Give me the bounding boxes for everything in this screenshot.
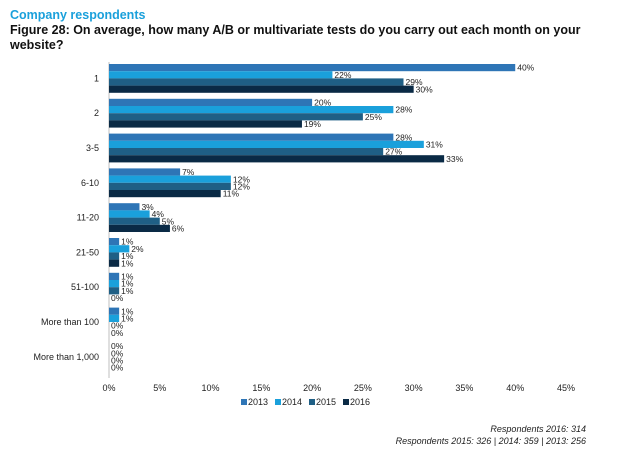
x-tick-label: 40% xyxy=(506,383,524,393)
data-label: 27% xyxy=(385,147,402,157)
data-label: 31% xyxy=(426,140,443,150)
category-label: 11-20 xyxy=(77,213,99,223)
data-label: 1% xyxy=(121,286,134,296)
data-label: 3% xyxy=(141,202,154,212)
bar-2015 xyxy=(109,287,120,295)
x-tick-label: 15% xyxy=(252,383,270,393)
data-label: 11% xyxy=(223,189,240,199)
bar-2013 xyxy=(109,272,120,280)
bar-2014 xyxy=(109,140,424,148)
bar-2013 xyxy=(109,133,394,141)
x-tick-label: 45% xyxy=(557,383,575,393)
category-label: 3-5 xyxy=(86,143,99,153)
category-label: More than 100 xyxy=(41,317,99,327)
category-label: 21-50 xyxy=(76,247,99,257)
data-label: 28% xyxy=(395,132,412,142)
data-label: 1% xyxy=(121,237,134,247)
category-label: More than 1,000 xyxy=(33,352,99,362)
bar-2014 xyxy=(109,314,120,322)
bar-2016 xyxy=(109,85,414,93)
bar-2014 xyxy=(109,280,120,288)
bar-2016 xyxy=(109,190,221,198)
category-label: 6-10 xyxy=(81,178,99,188)
data-label: 12% xyxy=(233,182,250,192)
bar-2013 xyxy=(109,238,120,246)
respondents-note-2016: Respondents 2016: 314 xyxy=(490,424,586,434)
category-label: 2 xyxy=(94,108,99,118)
bar-2016 xyxy=(109,155,445,163)
category-label: 1 xyxy=(94,73,99,83)
data-label: 28% xyxy=(395,105,412,115)
data-label: 0% xyxy=(111,348,124,358)
data-label: 1% xyxy=(121,314,134,324)
x-tick-label: 35% xyxy=(455,383,473,393)
bar-2015 xyxy=(109,252,120,260)
data-label: 19% xyxy=(304,119,321,129)
data-label: 0% xyxy=(111,363,124,373)
data-label: 1% xyxy=(121,272,134,282)
bar-2013 xyxy=(109,98,313,106)
legend-label: 2015 xyxy=(316,397,336,407)
x-tick-label: 25% xyxy=(354,383,372,393)
category-label: 51-100 xyxy=(71,282,99,292)
bar-2015 xyxy=(109,217,160,225)
x-tick-label: 0% xyxy=(102,383,115,393)
x-tick-label: 20% xyxy=(303,383,321,393)
x-tick-label: 5% xyxy=(153,383,166,393)
data-label: 12% xyxy=(233,174,250,184)
legend-label: 2016 xyxy=(350,397,370,407)
data-label: 29% xyxy=(406,77,423,87)
bar-2015 xyxy=(109,113,363,121)
bar-2013 xyxy=(109,168,181,176)
data-label: 4% xyxy=(152,209,165,219)
data-label: 2% xyxy=(131,244,144,254)
bar-2013 xyxy=(109,307,120,315)
bar-2013 xyxy=(109,64,516,72)
respondents-note-previous: Respondents 2015: 326 | 2014: 359 | 2013… xyxy=(395,436,586,446)
data-label: 40% xyxy=(517,63,534,73)
legend-label: 2014 xyxy=(282,397,302,407)
data-label: 33% xyxy=(446,154,463,164)
data-label: 25% xyxy=(365,112,382,122)
data-label: 1% xyxy=(121,306,134,316)
bar-2014 xyxy=(109,245,130,253)
data-label: 20% xyxy=(314,98,331,108)
legend-swatch-2015 xyxy=(309,399,315,405)
bar-2015 xyxy=(109,182,231,190)
bar-2016 xyxy=(109,120,302,128)
data-label: 0% xyxy=(111,293,124,303)
data-label: 7% xyxy=(182,167,195,177)
bar-2014 xyxy=(109,210,150,218)
data-label: 0% xyxy=(111,341,124,351)
bar-2015 xyxy=(109,148,384,156)
chart-title: Figure 28: On average, how many A/B or m… xyxy=(10,23,581,52)
bar-2013 xyxy=(109,203,140,211)
bar-2014 xyxy=(109,106,394,114)
legend-swatch-2016 xyxy=(343,399,349,405)
bar-2014 xyxy=(109,71,333,79)
data-label: 5% xyxy=(162,216,175,226)
legend-swatch-2013 xyxy=(241,399,247,405)
data-label: 0% xyxy=(111,321,124,331)
x-tick-label: 10% xyxy=(202,383,220,393)
data-label: 6% xyxy=(172,224,185,234)
bar-2016 xyxy=(109,259,120,267)
data-label: 1% xyxy=(121,251,134,261)
chart-header: Company respondents Figure 28: On averag… xyxy=(10,8,610,53)
data-label: 22% xyxy=(334,70,351,80)
bar-2015 xyxy=(109,78,404,86)
data-label: 0% xyxy=(111,328,124,338)
legend-swatch-2014 xyxy=(275,399,281,405)
legend-label: 2013 xyxy=(248,397,268,407)
bar-2016 xyxy=(109,224,170,232)
chart-subtitle: Company respondents xyxy=(10,8,146,22)
data-label: 0% xyxy=(111,356,124,366)
data-label: 1% xyxy=(121,279,134,289)
data-label: 1% xyxy=(121,258,134,268)
data-label: 30% xyxy=(416,84,433,94)
bar-2014 xyxy=(109,175,231,183)
x-tick-label: 30% xyxy=(405,383,423,393)
